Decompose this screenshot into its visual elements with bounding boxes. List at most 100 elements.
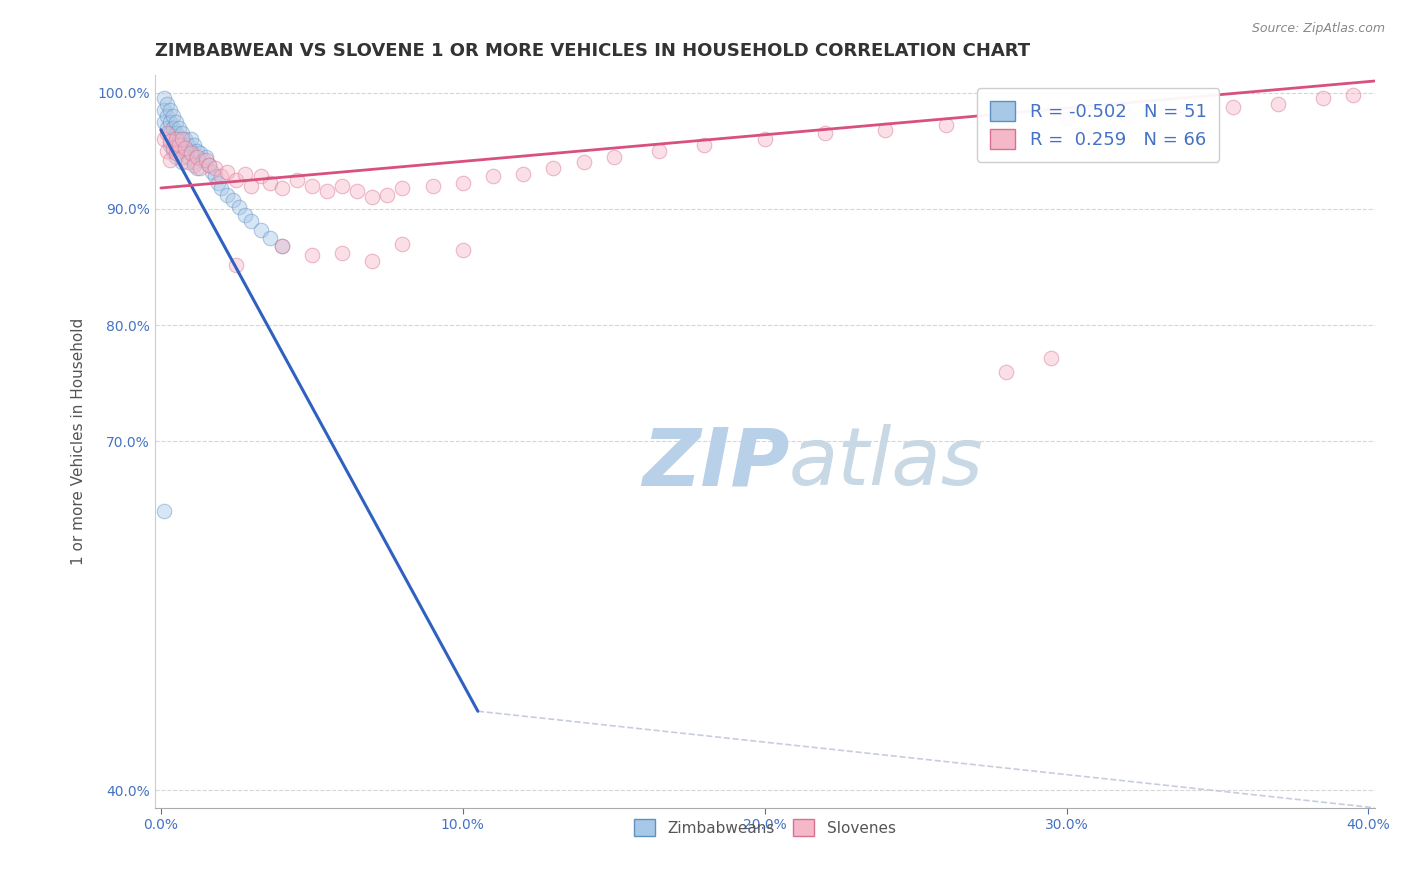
Point (188, 161, 211, 176)
Point (188, 146, 211, 161)
Point (204, 161, 226, 176)
Point (186, 150, 208, 164)
Point (285, 173, 308, 187)
Point (875, 123, 897, 137)
Point (391, 236, 413, 251)
Point (1222, 100, 1244, 114)
Point (162, 120, 184, 135)
Point (183, 155, 205, 169)
Point (165, 114, 187, 128)
Point (754, 132, 776, 146)
Point (174, 144, 197, 158)
Point (153, 132, 176, 146)
Point (249, 223, 271, 237)
Point (1056, 112, 1078, 126)
Text: atlas: atlas (789, 425, 984, 502)
Point (572, 155, 595, 169)
Point (165, 132, 187, 146)
Point (165, 138, 187, 153)
Point (162, 109, 184, 123)
Point (198, 158, 221, 172)
Point (228, 200, 250, 214)
Point (375, 188, 398, 202)
Point (222, 193, 245, 207)
Point (167, 120, 190, 135)
Point (451, 243, 474, 257)
Point (159, 138, 181, 153)
Point (156, 109, 179, 123)
Point (995, 365, 1018, 379)
Point (225, 173, 247, 187)
Point (186, 161, 208, 176)
Point (153, 103, 176, 117)
Point (153, 114, 176, 128)
Point (156, 126, 179, 140)
Point (361, 254, 384, 268)
Point (165, 146, 187, 161)
Point (153, 504, 176, 518)
Point (170, 150, 193, 164)
Point (162, 132, 184, 146)
Text: ZIP: ZIP (641, 425, 789, 502)
Point (156, 144, 179, 158)
Point (361, 190, 384, 204)
Point (153, 91, 176, 105)
Point (330, 246, 353, 260)
Point (259, 177, 281, 191)
Point (201, 165, 224, 179)
Point (1116, 109, 1139, 123)
Point (543, 161, 565, 176)
Point (217, 165, 239, 179)
Point (814, 126, 837, 140)
Point (180, 146, 202, 161)
Point (603, 150, 626, 164)
Point (693, 138, 716, 153)
Point (195, 150, 218, 164)
Point (1175, 103, 1198, 117)
Point (156, 97, 179, 112)
Point (180, 144, 202, 158)
Point (648, 144, 671, 158)
Text: ZIMBABWEAN VS SLOVENE 1 OR MORE VEHICLES IN HOUSEHOLD CORRELATION CHART: ZIMBABWEAN VS SLOVENE 1 OR MORE VEHICLES… (155, 42, 1031, 60)
Point (346, 185, 368, 199)
Point (191, 153, 214, 167)
Point (174, 132, 197, 146)
Y-axis label: 1 or more Vehicles in Household: 1 or more Vehicles in Household (72, 318, 86, 566)
Point (159, 126, 181, 140)
Point (170, 138, 193, 153)
Point (165, 126, 187, 140)
Point (1312, 91, 1334, 105)
Point (177, 155, 200, 169)
Point (177, 150, 200, 164)
Point (235, 208, 257, 222)
Point (209, 181, 232, 195)
Point (174, 141, 197, 155)
Point (249, 169, 271, 184)
Point (301, 178, 323, 193)
Point (1343, 87, 1365, 102)
Point (159, 153, 181, 167)
Point (170, 155, 193, 169)
Point (186, 144, 208, 158)
Point (195, 153, 218, 167)
Point (240, 178, 263, 193)
Point (235, 167, 257, 181)
Point (1267, 97, 1289, 112)
Point (1040, 351, 1063, 365)
Point (204, 169, 226, 184)
Point (159, 135, 181, 149)
Point (159, 103, 181, 117)
Point (170, 126, 193, 140)
Point (177, 138, 200, 153)
Point (170, 132, 193, 146)
Point (316, 185, 339, 199)
Point (156, 120, 179, 135)
Point (240, 213, 263, 227)
Point (225, 258, 247, 272)
Point (167, 138, 190, 153)
Point (198, 158, 221, 172)
Point (270, 181, 292, 195)
Point (512, 167, 534, 181)
Point (935, 118, 957, 132)
Point (422, 178, 444, 193)
